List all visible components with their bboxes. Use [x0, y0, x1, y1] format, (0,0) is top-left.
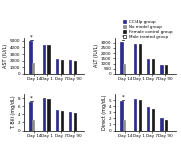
Y-axis label: ALT (IU/L): ALT (IU/L) — [94, 44, 99, 67]
Bar — [56, 59, 58, 74]
Bar — [138, 100, 141, 130]
Bar — [147, 59, 149, 74]
Legend: CC/4lp group, No model group, Female control group, Male treated group: CC/4lp group, No model group, Female con… — [122, 20, 173, 39]
Bar — [134, 44, 136, 74]
Bar — [69, 60, 71, 74]
Bar — [152, 109, 154, 130]
Bar — [165, 65, 167, 74]
Bar — [134, 99, 136, 130]
Text: *: * — [121, 95, 124, 100]
Bar — [43, 98, 45, 130]
Text: *: * — [30, 35, 33, 40]
Text: *: * — [121, 35, 124, 40]
Bar — [160, 65, 163, 74]
Y-axis label: T. Bili (mg/dL): T. Bili (mg/dL) — [11, 95, 16, 129]
Bar — [152, 59, 154, 74]
Bar — [121, 101, 123, 130]
Bar — [121, 42, 123, 74]
Bar — [47, 45, 50, 74]
Bar — [160, 118, 163, 130]
Bar — [61, 60, 63, 74]
Bar — [29, 42, 32, 74]
Text: *: * — [30, 96, 33, 100]
Bar — [74, 114, 76, 130]
Bar — [74, 61, 76, 74]
Bar — [147, 107, 149, 130]
Y-axis label: Direct (mg/dL): Direct (mg/dL) — [102, 94, 107, 130]
Bar — [29, 102, 32, 130]
Bar — [43, 45, 45, 74]
Bar — [123, 64, 125, 74]
Bar — [123, 120, 125, 130]
Bar — [138, 44, 141, 74]
Bar — [47, 99, 50, 130]
Y-axis label: AST (IU/L): AST (IU/L) — [3, 44, 8, 68]
Bar — [165, 120, 167, 130]
Bar — [61, 111, 63, 130]
Bar — [32, 63, 34, 74]
Bar — [69, 112, 71, 130]
Bar — [56, 110, 58, 130]
Bar — [32, 120, 34, 130]
